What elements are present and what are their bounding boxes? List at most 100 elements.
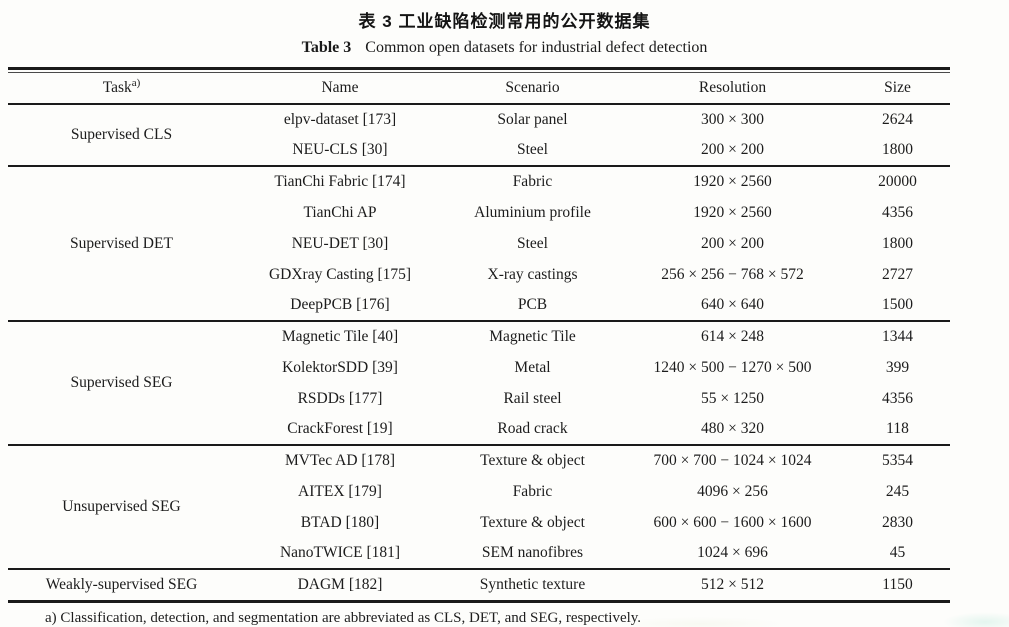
- name-cell: DAGM [182]: [297, 576, 383, 593]
- table-row: Supervised DET TianChi Fabric [174] Fabr…: [8, 166, 950, 252]
- table-row: GDXray Casting [175] X-ray castings 256 …: [8, 259, 950, 290]
- resolution-cell: 1024 × 696: [697, 544, 768, 561]
- group-supervised-cls: Supervised CLS elpv-dataset [173] Solar …: [8, 104, 950, 166]
- name-cell: BTAD [180]: [300, 513, 380, 531]
- name-cell: RSDDs [177]: [297, 389, 383, 407]
- size-cell: 399: [885, 358, 910, 376]
- table-row: KolektorSDD [39] Metal 1240 × 500 − 1270…: [8, 352, 950, 383]
- resolution-cell: 300 × 300: [701, 111, 764, 128]
- table-row: CrackForest [19] Road crack 480 × 320 11…: [8, 414, 950, 445]
- scenario-cell: Texture & object: [480, 513, 585, 531]
- table-caption-text: Common open datasets for industrial defe…: [365, 39, 708, 56]
- scenario-cell: Steel: [517, 234, 548, 252]
- table-top-rule-echo: [8, 72, 950, 73]
- column-header-name: Name: [321, 79, 359, 96]
- resolution-cell: 200 × 200: [701, 141, 764, 158]
- size-cell: 1344: [882, 328, 913, 345]
- size-cell: 1500: [882, 296, 913, 313]
- name-cell: NanoTWICE [181]: [279, 544, 401, 561]
- name-cell: GDXray Casting [175]: [268, 265, 412, 283]
- name-cell: DeepPCB [176]: [290, 296, 390, 313]
- table-row: NEU-DET [30] Steel 200 × 200 1800: [8, 228, 950, 259]
- table-caption-english: Table 3 Common open datasets for industri…: [0, 39, 1009, 57]
- size-cell: 4356: [882, 203, 913, 221]
- scenario-cell: Solar panel: [497, 111, 568, 128]
- scenario-cell: Magnetic Tile: [489, 328, 576, 345]
- table-row: RSDDs [177] Rail steel 55 × 1250 4356: [8, 383, 950, 414]
- datasets-table: Taska) Name Scenario Resolution Size Sup…: [8, 73, 950, 600]
- resolution-cell: 640 × 640: [701, 296, 764, 313]
- task-cell: Supervised SEG: [70, 374, 173, 391]
- table-row: TianChi AP Aluminium profile 1920 × 2560…: [8, 197, 950, 228]
- scenario-cell: Fabric: [512, 173, 553, 190]
- size-cell: 45: [889, 544, 906, 561]
- task-cell: Supervised CLS: [70, 126, 173, 143]
- scenario-cell: Aluminium profile: [474, 203, 591, 221]
- resolution-cell: 200 × 200: [701, 234, 764, 252]
- task-cell: Supervised DET: [70, 234, 173, 252]
- size-cell: 5354: [882, 452, 913, 469]
- name-cell: NEU-DET [30]: [291, 234, 389, 252]
- column-header-size: Size: [884, 79, 911, 96]
- size-cell: 20000: [878, 173, 917, 190]
- name-cell: Magnetic Tile [40]: [281, 328, 399, 345]
- resolution-cell: 480 × 320: [701, 420, 764, 437]
- column-header-resolution: Resolution: [698, 79, 767, 96]
- table-row: NanoTWICE [181] SEM nanofibres 1024 × 69…: [8, 538, 950, 569]
- column-header-scenario: Scenario: [505, 79, 560, 96]
- resolution-cell: 512 × 512: [701, 576, 764, 593]
- resolution-cell: 614 × 248: [701, 328, 764, 345]
- column-header-task-label: Task: [102, 79, 132, 96]
- resolution-cell: 55 × 1250: [701, 389, 764, 407]
- table-row: Unsupervised SEG MVTec AD [178] Texture …: [8, 445, 950, 515]
- table-row: Supervised SEG Magnetic Tile [40] Magnet…: [8, 321, 950, 391]
- size-cell: 2830: [882, 513, 913, 531]
- resolution-cell: 256 × 256 − 768 × 572: [661, 265, 804, 283]
- column-header-task: Taska): [8, 73, 235, 104]
- table-row: BTAD [180] Texture & object 600 × 600 − …: [8, 507, 950, 538]
- size-cell: 4356: [882, 389, 913, 407]
- header-row: Taska) Name Scenario Resolution Size: [8, 73, 950, 104]
- resolution-cell: 700 × 700 − 1024 × 1024: [653, 452, 812, 469]
- group-supervised-seg: Supervised SEG Magnetic Tile [40] Magnet…: [8, 321, 950, 445]
- table-header: Taska) Name Scenario Resolution Size: [8, 73, 950, 104]
- size-cell: 2624: [882, 111, 913, 128]
- name-cell: NEU-CLS [30]: [292, 141, 388, 158]
- resolution-cell: 1240 × 500 − 1270 × 500: [653, 358, 812, 376]
- scenario-cell: X-ray castings: [487, 265, 578, 283]
- table-row: AITEX [179] Fabric 4096 × 256 245: [8, 476, 950, 507]
- table-row: NEU-CLS [30] Steel 200 × 200 1800: [8, 135, 950, 166]
- task-footnote-marker: a): [131, 76, 141, 89]
- resolution-cell: 1920 × 2560: [693, 173, 772, 190]
- name-cell: MVTec AD [178]: [285, 452, 395, 469]
- scenario-cell: PCB: [517, 296, 548, 313]
- size-cell: 1800: [882, 234, 913, 252]
- resolution-cell: 4096 × 256: [697, 482, 768, 500]
- size-cell: 2727: [882, 265, 913, 283]
- group-unsupervised-seg: Unsupervised SEG MVTec AD [178] Texture …: [8, 445, 950, 569]
- group-supervised-det: Supervised DET TianChi Fabric [174] Fabr…: [8, 166, 950, 321]
- name-cell: elpv-dataset [173]: [283, 111, 397, 128]
- scenario-cell: Synthetic texture: [479, 576, 586, 593]
- size-cell: 1800: [882, 141, 913, 158]
- name-cell: TianChi Fabric [174]: [274, 173, 406, 190]
- scenario-cell: Fabric: [512, 482, 553, 500]
- name-cell: KolektorSDD [39]: [282, 358, 398, 376]
- table-bottom-rule: [8, 600, 950, 603]
- table-row: Supervised CLS elpv-dataset [173] Solar …: [8, 104, 950, 143]
- size-cell: 118: [886, 420, 909, 437]
- task-cell: Unsupervised SEG: [62, 498, 181, 515]
- name-cell: TianChi AP: [303, 203, 377, 221]
- table-row: Weakly-supervised SEG DAGM [182] Synthet…: [8, 569, 950, 600]
- size-cell: 1150: [882, 576, 913, 593]
- scenario-cell: Steel: [517, 141, 548, 158]
- task-cell: Weakly-supervised SEG: [45, 576, 198, 593]
- table-row: DeepPCB [176] PCB 640 × 640 1500: [8, 290, 950, 321]
- scenario-cell: Road crack: [497, 420, 568, 437]
- name-cell: AITEX [179]: [298, 482, 382, 500]
- name-cell: CrackForest [19]: [287, 420, 393, 437]
- size-cell: 245: [885, 482, 910, 500]
- table-footnote: a) Classification, detection, and segmen…: [45, 610, 642, 626]
- table-title-chinese: 表 3 工业缺陷检测常用的公开数据集: [358, 12, 651, 31]
